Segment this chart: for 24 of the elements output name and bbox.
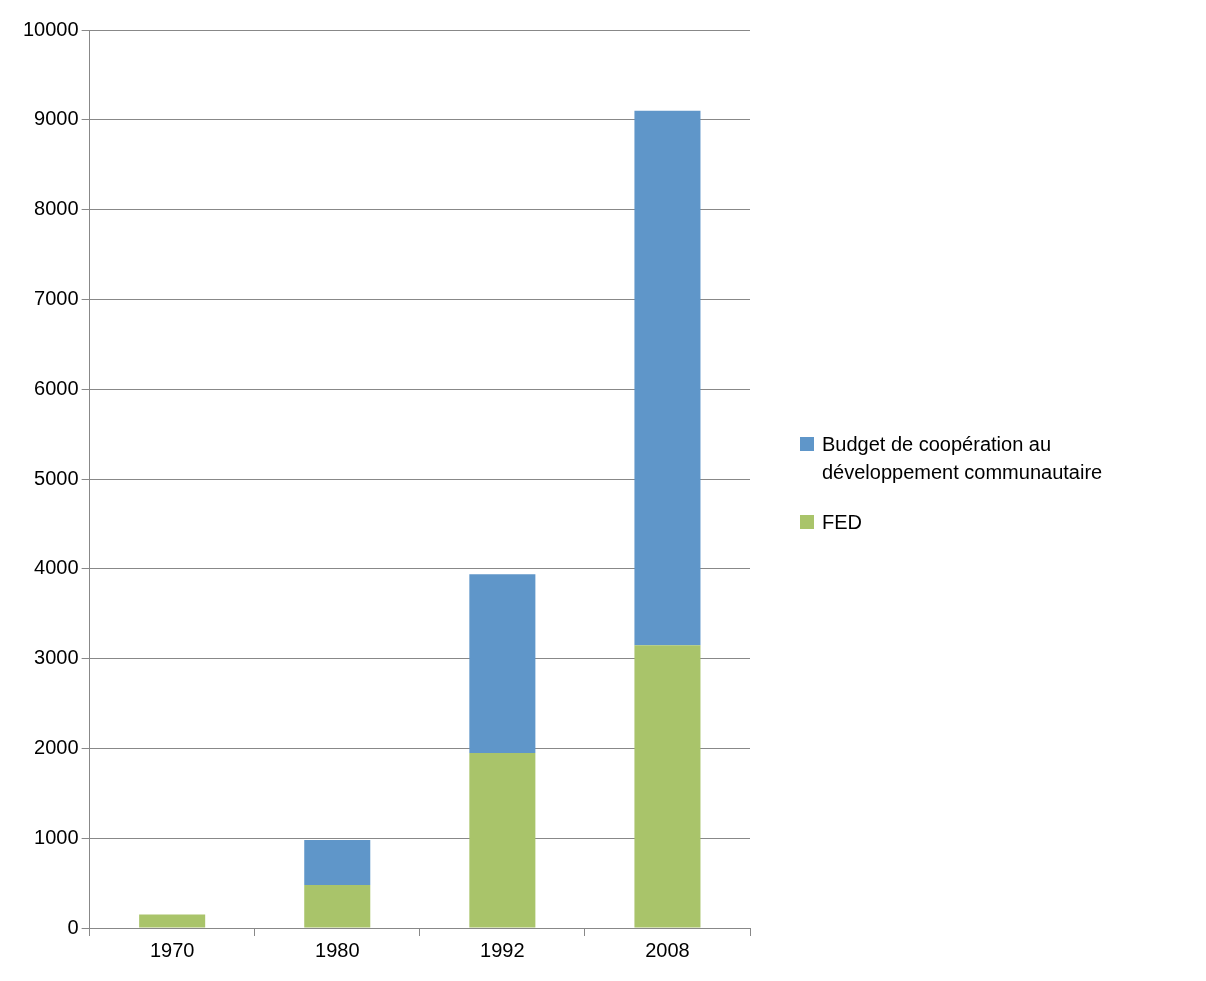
y-tick-label: 9000 bbox=[34, 107, 79, 130]
x-tick-label: 1992 bbox=[480, 938, 525, 961]
y-tick-label: 10000 bbox=[22, 17, 79, 40]
y-tick-label: 3000 bbox=[34, 646, 79, 669]
x-tick-label: 1970 bbox=[149, 938, 195, 961]
bar bbox=[634, 110, 701, 646]
legend-label: FED bbox=[822, 510, 862, 535]
bar bbox=[304, 840, 371, 885]
y-tick-label: 2000 bbox=[34, 735, 79, 758]
y-tick-label: 4000 bbox=[34, 556, 79, 579]
y-tick-label: 0 bbox=[67, 915, 79, 938]
y-tick-label: 1000 bbox=[34, 825, 79, 848]
bar bbox=[634, 645, 701, 928]
x-tick-label: 2008 bbox=[645, 938, 690, 961]
y-tick-label: 7000 bbox=[34, 286, 79, 309]
bar bbox=[469, 574, 536, 753]
x-tick-label: 1980 bbox=[315, 938, 360, 961]
legend-label: Budget de coopération au développement communautaire bbox=[822, 432, 1104, 485]
y-tick-label: 5000 bbox=[34, 466, 79, 489]
y-tick-label: 8000 bbox=[34, 197, 79, 220]
bar bbox=[304, 884, 371, 928]
y-tick-label: 6000 bbox=[34, 376, 79, 399]
bar bbox=[469, 752, 536, 928]
bar bbox=[139, 914, 206, 928]
